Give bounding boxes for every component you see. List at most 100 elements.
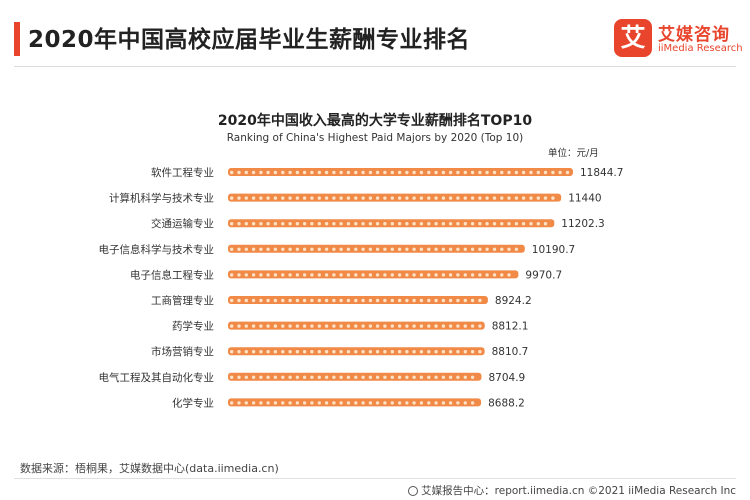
bar-texture-dot	[295, 170, 300, 175]
bar-texture-dot	[456, 273, 460, 277]
bar-texture-dot	[412, 298, 416, 303]
bar-texture-dot	[375, 196, 380, 200]
bar-texture-dot	[463, 273, 467, 277]
bar-texture-dot	[273, 350, 278, 354]
logo-name-en: iiMedia Research	[658, 43, 743, 54]
bar-texture-dot	[317, 222, 321, 226]
bar-texture-dot	[295, 222, 300, 226]
bar-texture-dot	[434, 196, 438, 200]
bar-texture-dot	[405, 350, 409, 354]
bar-texture-dot	[266, 273, 270, 277]
bar-texture-dot	[244, 273, 248, 277]
bar-texture-dot	[448, 273, 453, 277]
bar-texture-dot	[354, 324, 358, 328]
bar-texture-dot	[288, 273, 292, 277]
bar-texture-dot	[324, 273, 329, 277]
bar-texture-dot	[310, 324, 314, 328]
bar-texture-dot	[237, 375, 241, 379]
bar-texture-dot	[463, 222, 467, 226]
bar-texture-dot	[412, 324, 416, 328]
bar-texture-dot	[339, 401, 343, 405]
bar-texture-dot	[237, 196, 241, 200]
bar-texture-dot	[310, 222, 314, 226]
bar-texture-dot	[295, 298, 300, 303]
category-label-3: 电子信息科学与技术专业	[99, 243, 215, 256]
category-label-9: 化学专业	[172, 396, 214, 409]
bar-texture-dot	[332, 298, 336, 303]
bar-texture-dot	[273, 222, 278, 226]
bar-texture-dot	[324, 222, 329, 226]
bar-texture-dot	[346, 375, 351, 379]
bar-texture-dot	[456, 298, 460, 303]
bar-texture-dot	[543, 196, 548, 200]
bar-texture-dot	[332, 247, 336, 251]
bar-texture-dot	[324, 247, 329, 251]
bar-texture-dot	[434, 324, 438, 328]
bar-texture-dot	[237, 298, 241, 303]
bar-texture-dot	[412, 222, 416, 226]
data-source: 数据来源：梧桐果，艾媒数据中心(data.iimedia.cn)	[20, 462, 279, 475]
bar-texture-dot	[397, 222, 402, 226]
category-label-5: 工商管理专业	[151, 294, 214, 307]
bar-1	[228, 193, 562, 202]
bar-texture-dot	[390, 222, 394, 226]
bar-texture-dot	[266, 298, 270, 303]
bar-texture-dot	[441, 170, 446, 175]
bar-texture-dot	[295, 401, 300, 405]
bar-texture-dot	[259, 324, 263, 328]
bar-texture-dot	[419, 222, 424, 226]
bar-texture-dot	[281, 273, 285, 277]
bar-texture-dot	[302, 247, 307, 251]
bar-texture-dot	[354, 222, 358, 226]
bar-texture-dot	[317, 298, 321, 303]
bar-texture-dot	[288, 350, 292, 354]
bar-texture-dot	[244, 375, 248, 379]
bar-texture-dot	[500, 273, 504, 277]
title-accent-bar	[14, 22, 20, 56]
bar-texture-dot	[405, 375, 409, 379]
bar-texture-dot	[354, 350, 358, 354]
bar-texture-dot	[317, 247, 321, 251]
bar-texture-dot	[324, 401, 329, 405]
bar-texture-dot	[346, 170, 351, 175]
bar-texture-dot	[339, 273, 343, 277]
bar-texture-dot	[507, 170, 511, 175]
header-divider	[14, 66, 736, 67]
bar-texture-dot	[375, 222, 380, 226]
bar-texture-dot	[507, 222, 511, 226]
bar-texture-dot	[324, 196, 329, 200]
bar-texture-dot	[485, 196, 489, 200]
bar-texture-dot	[332, 196, 336, 200]
bar-texture-dot	[456, 170, 460, 175]
bar-texture-dot	[361, 196, 365, 200]
bar-texture-dot	[288, 196, 292, 200]
bar-texture-dot	[375, 375, 380, 379]
bar-texture-dot	[310, 170, 314, 175]
bar-texture-dot	[244, 298, 248, 303]
bar-texture-dot	[368, 222, 373, 226]
bar-texture-dot	[427, 170, 431, 175]
bar-texture-dot	[281, 298, 285, 303]
bar-texture-dot	[354, 170, 358, 175]
bar-texture-dot	[375, 324, 380, 328]
bar-texture-dot	[427, 196, 431, 200]
bar-texture-dot	[310, 273, 314, 277]
value-label-8: 8704.9	[489, 372, 526, 384]
bar-texture-dot	[273, 170, 278, 175]
value-label-2: 11202.3	[561, 218, 604, 230]
bar-texture-dot	[478, 170, 482, 175]
bar-texture-dot	[412, 350, 416, 354]
bar-texture-dot	[281, 324, 285, 328]
bar-texture-dot	[354, 273, 358, 277]
bar-texture-dot	[259, 170, 263, 175]
bar-texture-dot	[463, 170, 467, 175]
bar-texture-dot	[441, 375, 446, 379]
bar-texture-dot	[375, 273, 380, 277]
bar-texture-dot	[383, 375, 387, 379]
bar-texture-dot	[266, 170, 270, 175]
bar-texture-dot	[368, 298, 373, 303]
bar-texture-dot	[463, 401, 467, 405]
bar-texture-dot	[405, 222, 409, 226]
bar-texture-dot	[324, 324, 329, 328]
bar-texture-dot	[470, 222, 475, 226]
